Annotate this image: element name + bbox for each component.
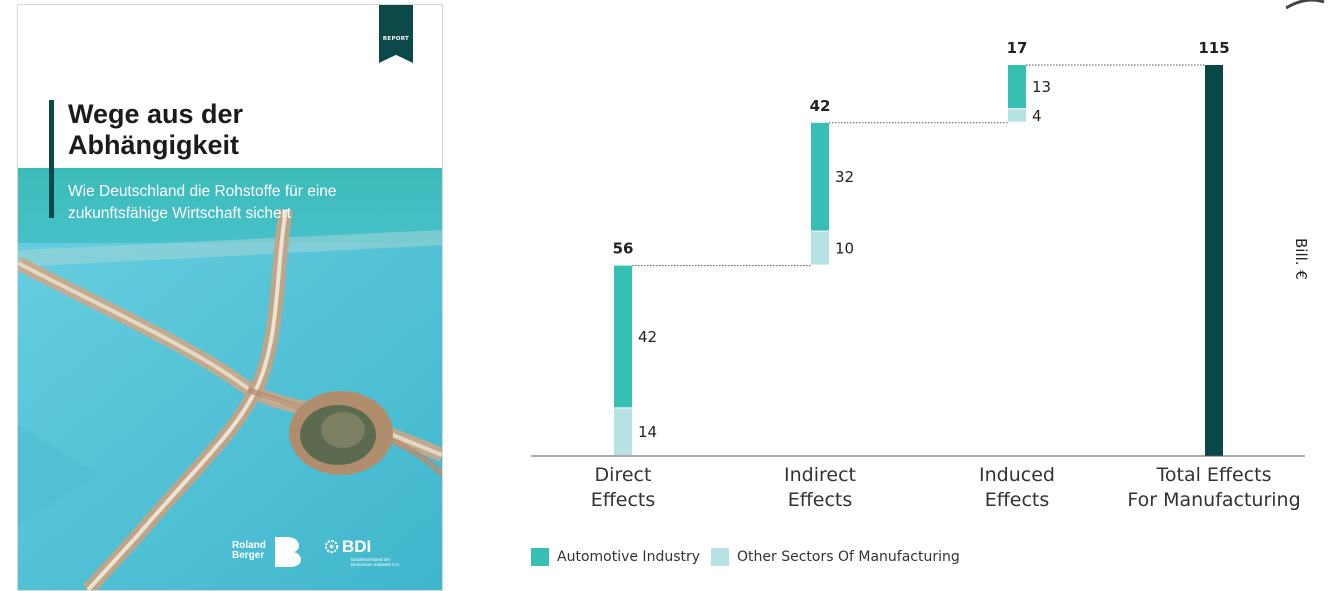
category-label-line: For Manufacturing xyxy=(1127,489,1300,511)
category-label-line: Effects xyxy=(591,489,656,511)
legend-label-automotive: Automotive Industry xyxy=(557,549,701,565)
cover-subtitle-line2: zukunftsfähige Wirtschaft sichert xyxy=(68,205,292,222)
report-cover: REPORT Wege aus der Abhängigkeit Wie Deu… xyxy=(17,4,443,591)
title-accent-bar xyxy=(49,100,54,218)
category-label-total-effects-for-manufacturing: Total Effects For Manufacturing xyxy=(1127,464,1300,511)
legend-swatch-other-sectors xyxy=(711,548,730,566)
report-tag: REPORT xyxy=(379,5,413,63)
chart-legend: Automotive Industry Other Sectors Of Man… xyxy=(531,546,971,568)
cover-title-line1: Wege aus der xyxy=(68,99,244,129)
legend-item-other-sectors: Other Sectors Of Manufacturing xyxy=(711,548,960,566)
category-label-line: Indirect xyxy=(784,464,856,486)
connectors-group xyxy=(632,64,1205,267)
labels-group: 14 42 56 10 32 42 4 13 17 115 xyxy=(613,39,1230,441)
value-label-automotive: 32 xyxy=(835,168,854,186)
total-label: 42 xyxy=(810,97,831,115)
value-label-automotive: 42 xyxy=(638,328,657,346)
bdi-logo: BDI Bundesverband der Deutschen Industri… xyxy=(324,537,434,573)
total-label: 17 xyxy=(1007,39,1028,57)
category-labels-group: Direct Effects Indirect Effects Induced Effec… xyxy=(591,464,1301,511)
bar-segment-automotive xyxy=(811,122,829,231)
bar-segment-other-sectors xyxy=(811,231,829,265)
bdi-logo-subtext: Bundesverband der Deutschen Industrie e.… xyxy=(351,557,400,567)
category-label-line: Effects xyxy=(985,489,1050,511)
category-label-direct-effects: Direct Effects xyxy=(591,464,656,511)
bar-segment-other-sectors xyxy=(614,408,632,455)
y-axis-unit-label: Bill. € xyxy=(1292,238,1310,280)
value-label-other-sectors: 10 xyxy=(835,240,854,258)
category-label-line: Total Effects xyxy=(1156,464,1272,486)
bars-group xyxy=(614,65,1223,456)
roland-berger-logo-line2: Berger xyxy=(232,550,265,561)
value-label-other-sectors: 4 xyxy=(1032,107,1042,125)
bar-segment-automotive xyxy=(614,265,632,408)
bdi-logo-text: BDI xyxy=(342,537,372,556)
bar-segment-automotive xyxy=(1008,65,1026,109)
total-label: 56 xyxy=(613,240,634,258)
legend-item-automotive: Automotive Industry xyxy=(531,548,700,566)
cover-subtitle-line1: Wie Deutschland die Rohstoffe für eine xyxy=(68,183,337,200)
bar-segment-other-sectors xyxy=(1008,109,1026,122)
cover-subtitle: Wie Deutschland die Rohstoffe für eine z… xyxy=(68,181,408,225)
legend-swatch-automotive xyxy=(531,548,549,566)
bdi-gear-icon xyxy=(324,539,339,554)
roland-berger-logo-line1: Roland xyxy=(232,540,266,551)
corner-decoration-icon xyxy=(1286,0,1325,10)
category-label-line: Direct xyxy=(595,464,652,486)
roland-berger-logo: Roland Berger xyxy=(232,537,302,571)
legend-label-other-sectors: Other Sectors Of Manufacturing xyxy=(737,549,960,565)
category-label-induced-effects: Induced Effects xyxy=(979,464,1055,511)
total-label: 115 xyxy=(1198,39,1229,57)
cover-title: Wege aus der Abhängigkeit xyxy=(68,99,398,161)
cover-aerial-image xyxy=(18,5,442,590)
bar-total xyxy=(1205,65,1223,456)
category-label-line: Effects xyxy=(788,489,853,511)
value-label-other-sectors: 14 xyxy=(638,423,657,441)
value-label-automotive: 13 xyxy=(1032,78,1051,96)
roland-berger-b-icon xyxy=(275,537,301,567)
category-label-line: Induced xyxy=(979,464,1055,486)
category-label-indirect-effects: Indirect Effects xyxy=(784,464,856,511)
cover-title-line2: Abhängigkeit xyxy=(68,130,240,160)
